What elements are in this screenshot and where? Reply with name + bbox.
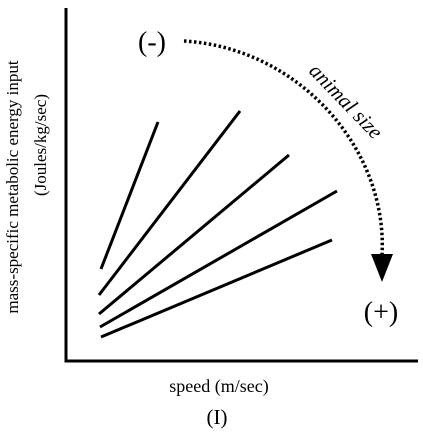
size-arrow-path xyxy=(183,39,384,256)
small-size-label: (-) xyxy=(138,27,166,58)
energy-line-2 xyxy=(97,110,242,296)
x-axis-label: speed (m/sec) xyxy=(169,376,268,397)
panel-label: (I) xyxy=(207,405,228,429)
energy-line-5 xyxy=(100,238,333,339)
size-arrow-head xyxy=(371,254,393,282)
energy-line-4 xyxy=(99,189,338,329)
y-axis-label-line1: mass-specific metabolic energy input xyxy=(3,60,22,313)
large-size-label: (+) xyxy=(364,297,398,328)
energy-line-3 xyxy=(98,153,290,316)
energy-line-1 xyxy=(99,121,160,270)
y-axis-label-line2: (Joules/kg/sec) xyxy=(31,94,50,196)
